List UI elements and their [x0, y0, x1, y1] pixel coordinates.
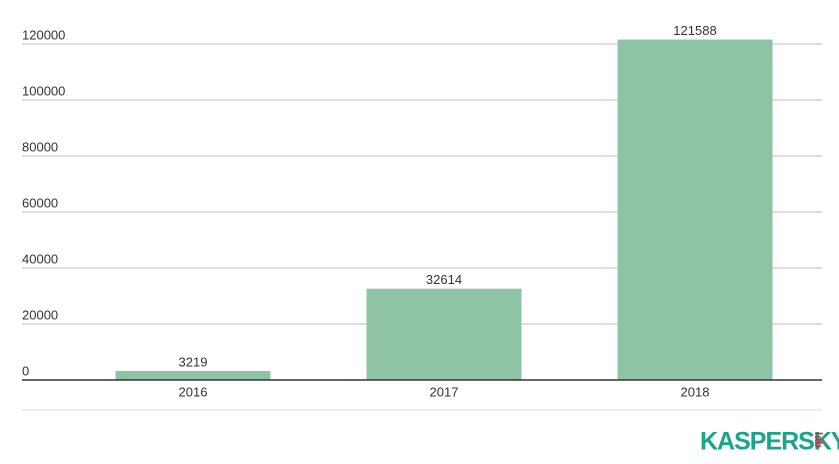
y-tick-label: 120000: [22, 27, 65, 42]
bar: [366, 288, 522, 380]
value-label: 3219: [179, 354, 208, 369]
y-tick-label: 40000: [22, 251, 58, 266]
bar: [617, 39, 773, 381]
bar: [115, 370, 271, 380]
value-label: 32614: [426, 272, 462, 287]
x-tick-label: 2016: [179, 384, 208, 399]
x-tick-label: 2018: [681, 384, 710, 399]
logo-name: KASPERSKY: [700, 428, 839, 456]
y-tick-label: 60000: [22, 195, 58, 210]
x-tick-label: 2017: [430, 384, 459, 399]
logo-suffix: lab: [812, 432, 824, 448]
y-tick-label: 0: [22, 363, 29, 378]
value-label: 121588: [673, 23, 716, 38]
y-tick-label: 100000: [22, 83, 65, 98]
y-tick-label: 20000: [22, 307, 58, 322]
y-tick-label: 80000: [22, 139, 58, 154]
